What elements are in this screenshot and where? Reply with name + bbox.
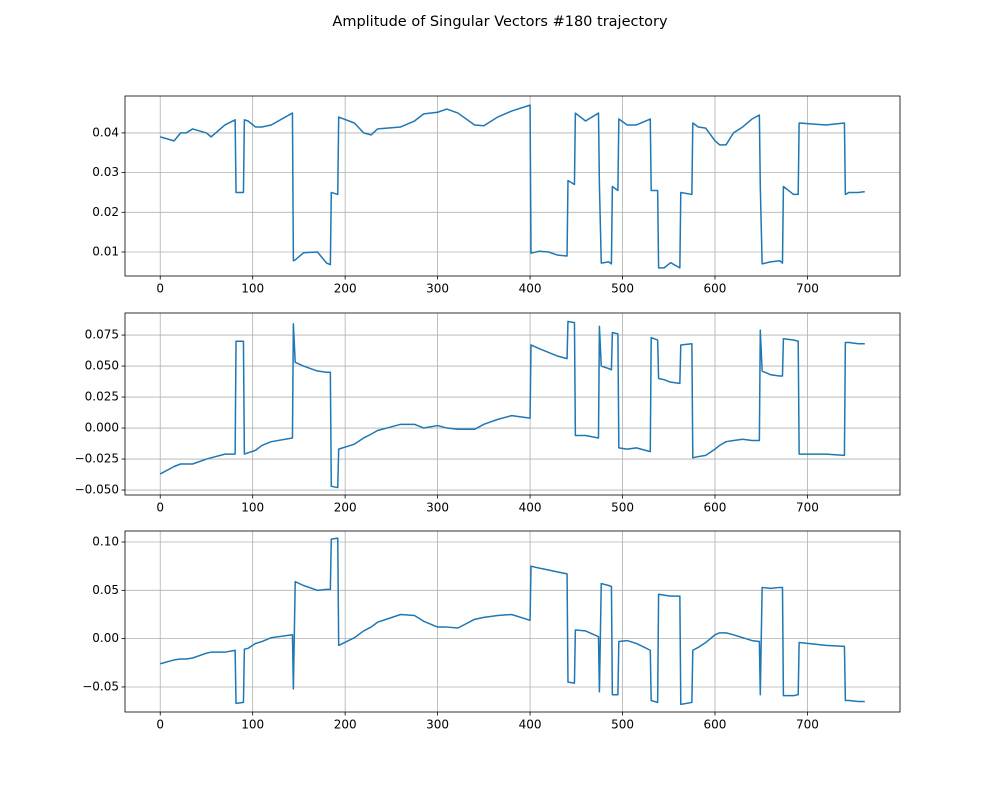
y-tick-label: 0.05 xyxy=(92,583,119,597)
axes-frame xyxy=(124,530,901,713)
data-line xyxy=(160,104,865,269)
x-tick-label: 0 xyxy=(156,501,164,515)
data-line xyxy=(160,537,865,706)
data-line xyxy=(159,320,865,489)
figure-title: Amplitude of Singular Vectors #180 traje… xyxy=(332,14,668,30)
x-tick-label: 100 xyxy=(241,501,264,515)
x-tick-label: 300 xyxy=(426,282,449,296)
x-tick-label: 0 xyxy=(156,718,164,732)
y-tick-label: 0.02 xyxy=(92,205,119,219)
y-tick-label: −0.050 xyxy=(75,483,119,497)
x-tick-label: 600 xyxy=(704,718,727,732)
x-tick-label: 400 xyxy=(519,501,542,515)
x-tick-label: 200 xyxy=(334,501,357,515)
x-tick-label: 0 xyxy=(156,282,164,296)
y-tick-label: 0.04 xyxy=(92,125,119,139)
y-tick-label: 0.050 xyxy=(85,359,119,373)
x-tick-label: 500 xyxy=(611,282,634,296)
y-tick-label: 0.10 xyxy=(92,535,119,549)
x-tick-label: 700 xyxy=(796,718,819,732)
x-tick-label: 300 xyxy=(426,501,449,515)
x-tick-label: 500 xyxy=(611,501,634,515)
axes-frame xyxy=(124,312,901,496)
y-tick-label: 0.00 xyxy=(92,631,119,645)
x-tick-label: 600 xyxy=(704,282,727,296)
y-tick-label: 0.01 xyxy=(92,244,119,258)
x-tick-label: 100 xyxy=(241,718,264,732)
y-tick-label: 0.025 xyxy=(85,390,119,404)
x-tick-label: 600 xyxy=(704,501,727,515)
y-tick-label: 0.03 xyxy=(92,165,119,179)
x-tick-label: 200 xyxy=(334,282,357,296)
x-tick-label: 700 xyxy=(796,501,819,515)
y-tick-label: −0.025 xyxy=(75,452,119,466)
y-tick-label: 0.000 xyxy=(85,421,119,435)
x-tick-label: 400 xyxy=(519,282,542,296)
x-tick-label: 700 xyxy=(796,282,819,296)
x-tick-label: 500 xyxy=(611,718,634,732)
x-tick-label: 400 xyxy=(519,718,542,732)
axes-frame xyxy=(124,95,901,277)
y-tick-label: −0.05 xyxy=(82,679,119,693)
x-tick-label: 300 xyxy=(426,718,449,732)
y-tick-label: 0.075 xyxy=(85,328,119,342)
x-tick-label: 100 xyxy=(241,282,264,296)
x-tick-label: 200 xyxy=(334,718,357,732)
